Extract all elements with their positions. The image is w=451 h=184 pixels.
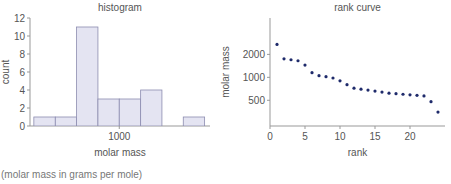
y-tick: [267, 77, 270, 78]
point: [275, 43, 278, 46]
point: [408, 93, 411, 96]
x-tick: [340, 126, 341, 129]
y-axis: [270, 18, 271, 126]
point: [338, 79, 341, 82]
histogram-bar: [141, 90, 162, 126]
y-tick-label: 4: [19, 85, 25, 96]
point: [366, 89, 369, 92]
y-tick: [27, 18, 30, 19]
point: [282, 57, 285, 60]
point: [373, 89, 376, 92]
point: [324, 75, 327, 78]
y-tick: [27, 36, 30, 37]
marks: [275, 43, 439, 114]
histogram-bar: [34, 117, 55, 126]
point: [415, 94, 418, 97]
x-label: rank: [348, 147, 368, 158]
y-tick: [27, 90, 30, 91]
point: [436, 110, 439, 113]
x-tick: [119, 126, 120, 129]
x-axis: [270, 126, 445, 127]
x-tick: [410, 126, 411, 129]
panel: rank curve 0 5 10 15 20 500 1000 2000 rank molar m…: [220, 2, 445, 158]
point: [380, 91, 383, 94]
y-tick: [27, 126, 30, 127]
y-tick-label: 6: [19, 67, 25, 78]
y-tick-label: 10: [14, 31, 26, 42]
y-tick: [27, 108, 30, 109]
y-tick-label: 12: [14, 13, 26, 24]
y-tick-label: 500: [248, 95, 265, 106]
y-tick: [267, 100, 270, 101]
x-tick-label: 10: [334, 131, 346, 142]
point: [296, 59, 299, 62]
point: [310, 71, 313, 74]
point: [345, 83, 348, 86]
panel: histogram 1000 0 2 4 6 8 10 12 molar mass count: [0, 2, 210, 158]
point: [401, 93, 404, 96]
y-tick-label: 1000: [243, 72, 266, 83]
point: [394, 92, 397, 95]
point: [303, 63, 306, 66]
y-label: molar mass: [220, 46, 231, 98]
y-tick-label: 0: [19, 121, 25, 132]
point: [289, 58, 292, 61]
point: [359, 88, 362, 91]
marks: [34, 27, 205, 126]
x-tick-label: 20: [404, 131, 416, 142]
point: [422, 94, 425, 97]
x-tick: [270, 126, 271, 129]
footnote: (molar mass in grams per mole): [1, 169, 142, 180]
y-tick-label: 2: [19, 103, 25, 114]
y-label: count: [0, 60, 11, 85]
histogram-bar: [119, 99, 140, 126]
y-tick: [27, 54, 30, 55]
title: histogram: [98, 2, 142, 13]
point: [429, 100, 432, 103]
histogram-bar: [162, 126, 183, 127]
y-tick: [27, 72, 30, 73]
histogram-bar: [77, 27, 98, 126]
x-tick-label: 0: [267, 131, 273, 142]
point: [317, 74, 320, 77]
y-tick-label: 2000: [243, 49, 266, 60]
point: [387, 92, 390, 95]
y-tick: [267, 54, 270, 55]
chart-root: histogram 1000 0 2 4 6 8 10 12 molar mass count ran…: [0, 0, 451, 184]
x-tick-label: 15: [369, 131, 381, 142]
x-tick: [375, 126, 376, 129]
y-tick-label: 8: [19, 49, 25, 60]
x-tick-label: 5: [302, 131, 308, 142]
x-tick: [305, 126, 306, 129]
title: rank curve: [334, 2, 381, 13]
histogram-bar: [55, 117, 76, 126]
histogram-bar: [98, 99, 119, 126]
histogram-bar: [183, 117, 204, 126]
x-tick-label: 1000: [108, 131, 131, 142]
point: [331, 76, 334, 79]
point: [352, 87, 355, 90]
x-label: molar mass: [94, 147, 146, 158]
